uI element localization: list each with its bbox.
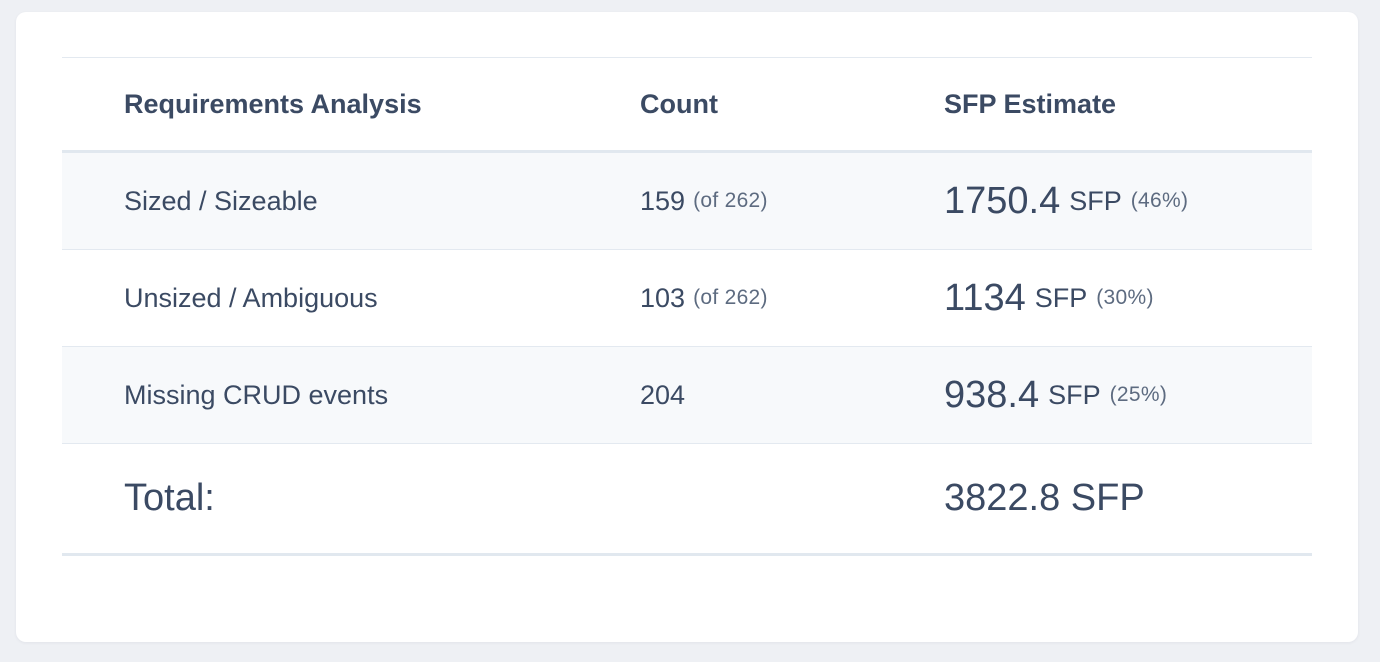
sfp-value: 938.4 bbox=[944, 373, 1040, 416]
count-value: 103 bbox=[640, 282, 686, 313]
sfp-percent: (25%) bbox=[1109, 383, 1168, 406]
sfp-cell: 938.4 SFP (25%) bbox=[944, 347, 1167, 443]
count-cell: 159 (of 262) bbox=[640, 153, 768, 249]
sfp-percent: (30%) bbox=[1096, 286, 1154, 309]
sfp-unit: SFP bbox=[1069, 185, 1122, 216]
row-label: Missing CRUD events bbox=[124, 379, 389, 410]
sfp-unit: SFP bbox=[1034, 282, 1088, 313]
table-row-missing-crud: Missing CRUD events 204 938.4 SFP (25%) bbox=[62, 347, 1312, 444]
sfp-cell: 1750.4 SFP (46%) bbox=[944, 153, 1188, 249]
header-requirements-analysis: Requirements Analysis bbox=[124, 88, 422, 119]
table-header-row: Requirements Analysis Count SFP Estimate bbox=[62, 57, 1312, 153]
count-total: (of 262) bbox=[693, 286, 768, 309]
row-label: Sized / Sizeable bbox=[124, 185, 318, 216]
total-label: Total: bbox=[124, 477, 215, 519]
count-total: (of 262) bbox=[693, 189, 768, 212]
count-value: 159 bbox=[640, 185, 686, 216]
table-total-row: Total: 3822.8 SFP bbox=[62, 444, 1312, 556]
total-value: 3822.8 SFP bbox=[944, 477, 1145, 519]
sfp-value: 1134 bbox=[944, 276, 1026, 319]
table-row-unsized: Unsized / Ambiguous 103 (of 262) 1134 SF… bbox=[62, 250, 1312, 347]
header-sfp-estimate: SFP Estimate bbox=[944, 88, 1117, 119]
header-count: Count bbox=[640, 88, 718, 119]
requirements-analysis-table: Requirements Analysis Count SFP Estimate… bbox=[62, 57, 1312, 556]
sfp-summary-card: Requirements Analysis Count SFP Estimate… bbox=[16, 12, 1358, 642]
sfp-unit: SFP bbox=[1048, 379, 1101, 410]
sfp-percent: (46%) bbox=[1130, 189, 1189, 212]
sfp-value: 1750.4 bbox=[944, 179, 1061, 222]
count-cell: 103 (of 262) bbox=[640, 250, 768, 346]
count-cell: 204 bbox=[640, 347, 685, 443]
table-row-sized: Sized / Sizeable 159 (of 262) 1750.4 SFP… bbox=[62, 153, 1312, 250]
sfp-cell: 1134 SFP (30%) bbox=[944, 250, 1154, 346]
count-value: 204 bbox=[640, 379, 686, 410]
row-label: Unsized / Ambiguous bbox=[124, 282, 378, 313]
